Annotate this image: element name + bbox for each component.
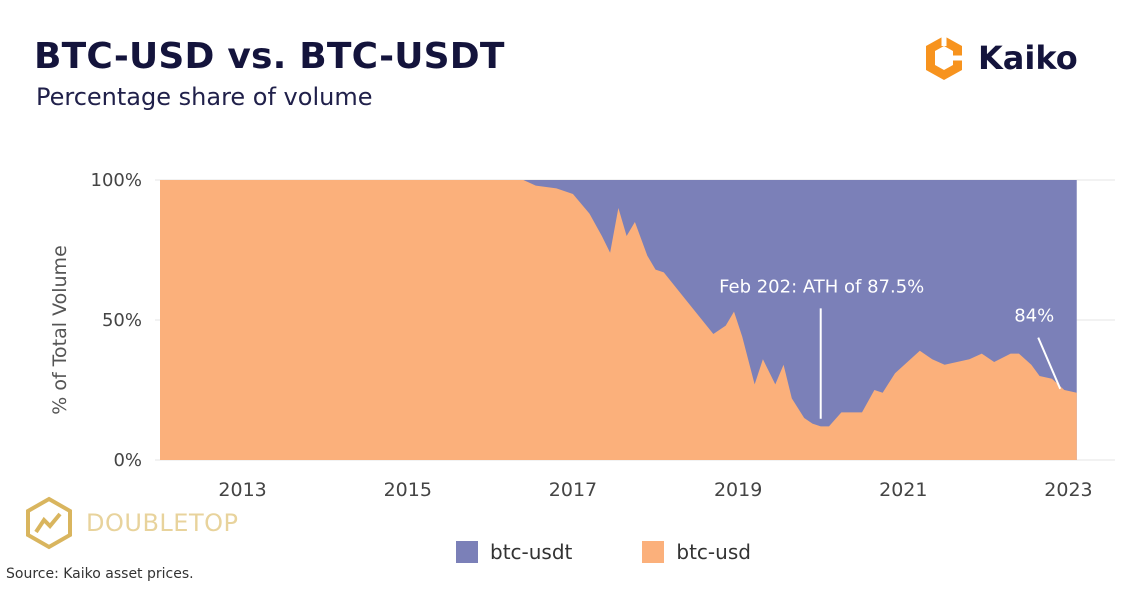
y-tick-label: 100% (91, 170, 142, 191)
chart-legend: btc-usdt btc-usd (456, 540, 821, 564)
x-tick-label: 2013 (218, 479, 266, 501)
kaiko-logo: Kaiko (920, 30, 1120, 86)
doubletop-watermark: DOUBLETOP (22, 496, 238, 550)
area-chart: 100% 50% 0% 2013 2015 2017 2019 2021 2023 % of To… (49, 170, 1115, 501)
x-tick-label: 2019 (714, 479, 762, 501)
source-note: Source: Kaiko asset prices. (6, 566, 194, 582)
legend-item-btc-usdt: btc-usdt (456, 540, 572, 564)
kaiko-logo-icon (926, 36, 962, 80)
annotation-line-84 (1037, 337, 1062, 390)
y-tick-label: 0% (113, 450, 142, 471)
legend-label-btc-usd: btc-usd (676, 540, 751, 564)
legend-item-btc-usd: btc-usd (642, 540, 751, 564)
series-area-btc-usd (160, 180, 1077, 460)
annotation-label-84: 84% (1014, 306, 1054, 327)
x-tick-label: 2015 (384, 479, 432, 501)
y-tick-label: 50% (102, 310, 142, 331)
x-tick-label: 2021 (879, 479, 927, 501)
x-tick-label: 2023 (1044, 479, 1092, 501)
x-tick-label: 2017 (549, 479, 597, 501)
legend-swatch-btc-usd (642, 541, 665, 563)
legend-swatch-btc-usdt (456, 541, 478, 563)
annotation-label-ath: Feb 202: ATH of 87.5% (719, 276, 924, 297)
doubletop-logo-icon (26, 496, 72, 550)
page-title: BTC-USD vs. BTC-USDT (34, 36, 505, 77)
page-subtitle: Percentage share of volume (36, 83, 373, 111)
legend-label-btc-usdt: btc-usdt (490, 540, 573, 564)
doubletop-text: DOUBLETOP (86, 509, 239, 537)
kaiko-brand-name: Kaiko (978, 39, 1078, 77)
y-axis-label: % of Total Volume (49, 245, 71, 415)
